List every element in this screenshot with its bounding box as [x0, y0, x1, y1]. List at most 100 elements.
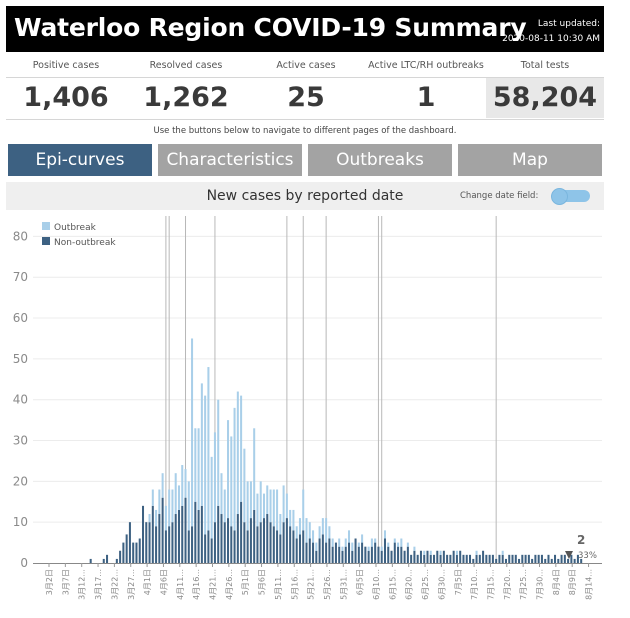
bar-outbreak[interactable]	[246, 481, 249, 531]
bar-non-outbreak[interactable]	[164, 530, 167, 563]
bar-non-outbreak[interactable]	[537, 554, 540, 563]
bar-non-outbreak[interactable]	[119, 550, 122, 563]
bar-non-outbreak[interactable]	[351, 550, 354, 563]
bar-non-outbreak[interactable]	[328, 538, 331, 563]
bar-outbreak[interactable]	[370, 538, 373, 547]
bar-non-outbreak[interactable]	[383, 538, 386, 563]
bar-non-outbreak[interactable]	[177, 509, 180, 563]
bar-non-outbreak[interactable]	[348, 542, 351, 563]
bar-outbreak[interactable]	[181, 465, 184, 506]
bar-non-outbreak[interactable]	[439, 554, 442, 563]
bar-non-outbreak[interactable]	[194, 501, 197, 563]
bar-non-outbreak[interactable]	[315, 550, 318, 563]
bar-non-outbreak[interactable]	[534, 554, 537, 563]
bar-non-outbreak[interactable]	[455, 554, 458, 563]
bar-non-outbreak[interactable]	[387, 546, 390, 563]
bar-outbreak[interactable]	[348, 530, 351, 543]
bar-non-outbreak[interactable]	[279, 534, 282, 563]
bar-non-outbreak[interactable]	[504, 558, 507, 563]
bar-non-outbreak[interactable]	[436, 550, 439, 563]
bar-outbreak[interactable]	[305, 518, 308, 543]
bar-outbreak[interactable]	[171, 489, 174, 523]
bar-outbreak[interactable]	[279, 514, 282, 535]
bar-outbreak[interactable]	[148, 514, 151, 523]
bar-non-outbreak[interactable]	[377, 546, 380, 563]
bar-outbreak[interactable]	[361, 534, 364, 543]
bar-outbreak[interactable]	[285, 493, 288, 519]
bar-outbreak[interactable]	[351, 542, 354, 551]
bar-non-outbreak[interactable]	[125, 534, 128, 563]
bar-non-outbreak[interactable]	[508, 554, 511, 563]
bar-non-outbreak[interactable]	[429, 554, 432, 563]
bar-non-outbreak[interactable]	[380, 550, 383, 563]
bar-outbreak[interactable]	[302, 489, 305, 531]
bar-non-outbreak[interactable]	[282, 522, 285, 563]
bar-outbreak[interactable]	[194, 428, 197, 502]
bar-outbreak[interactable]	[475, 550, 478, 555]
bar-outbreak[interactable]	[213, 432, 216, 523]
bar-outbreak[interactable]	[397, 542, 400, 547]
bar-non-outbreak[interactable]	[416, 554, 419, 563]
bar-non-outbreak[interactable]	[554, 554, 557, 563]
bar-non-outbreak[interactable]	[227, 518, 230, 563]
bar-outbreak[interactable]	[233, 407, 236, 531]
bar-non-outbreak[interactable]	[181, 505, 184, 563]
bar-non-outbreak[interactable]	[249, 518, 252, 563]
bar-non-outbreak[interactable]	[540, 554, 543, 563]
bar-non-outbreak[interactable]	[452, 550, 455, 563]
bar-outbreak[interactable]	[220, 473, 223, 515]
bar-non-outbreak[interactable]	[289, 526, 292, 563]
bar-non-outbreak[interactable]	[413, 550, 416, 563]
bar-non-outbreak[interactable]	[524, 554, 527, 563]
bar-non-outbreak[interactable]	[374, 542, 377, 563]
bar-non-outbreak[interactable]	[567, 558, 570, 563]
bar-non-outbreak[interactable]	[233, 530, 236, 563]
bar-non-outbreak[interactable]	[364, 546, 367, 563]
bar-outbreak[interactable]	[315, 542, 318, 551]
bar-non-outbreak[interactable]	[259, 522, 262, 563]
bar-non-outbreak[interactable]	[132, 542, 135, 563]
bar-non-outbreak[interactable]	[433, 554, 436, 563]
bar-non-outbreak[interactable]	[135, 542, 138, 563]
bar-outbreak[interactable]	[380, 546, 383, 551]
bar-outbreak[interactable]	[292, 509, 295, 531]
bar-outbreak[interactable]	[328, 526, 331, 539]
bar-non-outbreak[interactable]	[341, 550, 344, 563]
bar-non-outbreak[interactable]	[485, 554, 488, 563]
bar-non-outbreak[interactable]	[243, 522, 246, 563]
bar-non-outbreak[interactable]	[89, 558, 92, 563]
bar-non-outbreak[interactable]	[400, 546, 403, 563]
bar-outbreak[interactable]	[236, 391, 239, 515]
bar-non-outbreak[interactable]	[426, 550, 429, 563]
bar-non-outbreak[interactable]	[367, 550, 370, 563]
bar-non-outbreak[interactable]	[459, 550, 462, 563]
bar-outbreak[interactable]	[400, 538, 403, 547]
bar-outbreak[interactable]	[344, 538, 347, 547]
bar-non-outbreak[interactable]	[491, 554, 494, 563]
bar-non-outbreak[interactable]	[580, 558, 583, 563]
bar-outbreak[interactable]	[259, 481, 262, 523]
bar-non-outbreak[interactable]	[370, 546, 373, 563]
bar-non-outbreak[interactable]	[423, 554, 426, 563]
bar-non-outbreak[interactable]	[465, 554, 468, 563]
bar-non-outbreak[interactable]	[550, 558, 553, 563]
bar-non-outbreak[interactable]	[285, 518, 288, 563]
bar-outbreak[interactable]	[253, 428, 256, 510]
bar-non-outbreak[interactable]	[158, 514, 161, 563]
bar-non-outbreak[interactable]	[213, 522, 216, 563]
bar-non-outbreak[interactable]	[171, 522, 174, 563]
bar-non-outbreak[interactable]	[482, 550, 485, 563]
bar-non-outbreak[interactable]	[344, 546, 347, 563]
bar-non-outbreak[interactable]	[442, 550, 445, 563]
bar-outbreak[interactable]	[295, 526, 298, 539]
bar-outbreak[interactable]	[227, 420, 230, 519]
bar-outbreak[interactable]	[207, 367, 210, 531]
bar-outbreak[interactable]	[406, 542, 409, 547]
bar-non-outbreak[interactable]	[531, 558, 534, 563]
bar-non-outbreak[interactable]	[269, 522, 272, 563]
bar-outbreak[interactable]	[429, 550, 432, 555]
bar-non-outbreak[interactable]	[262, 518, 266, 563]
bar-non-outbreak[interactable]	[161, 497, 164, 563]
bar-non-outbreak[interactable]	[276, 530, 279, 563]
bar-non-outbreak[interactable]	[449, 554, 452, 563]
